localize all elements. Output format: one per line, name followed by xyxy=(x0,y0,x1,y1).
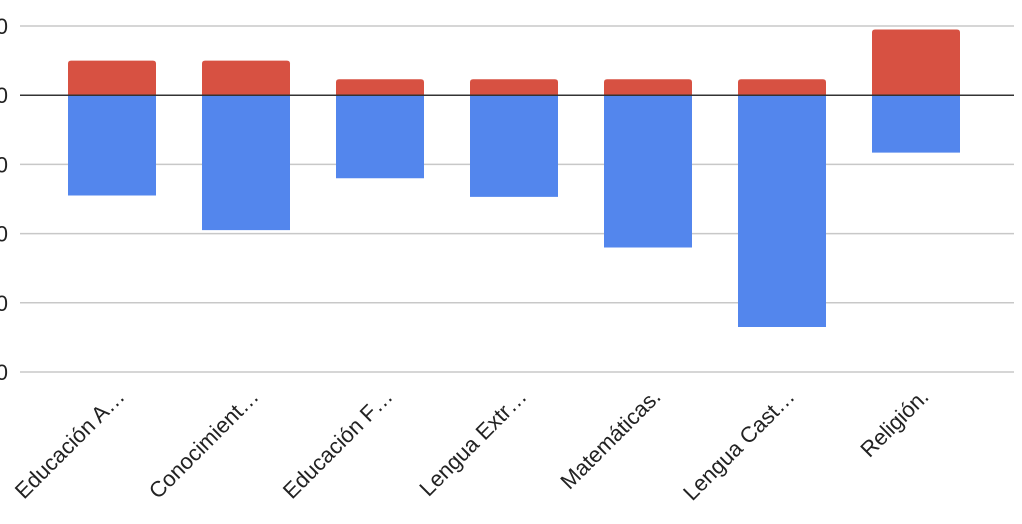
bar-negative-5 xyxy=(738,95,826,328)
bar-negative-0 xyxy=(68,95,156,196)
x-category-label: Religión. xyxy=(855,384,933,462)
x-category-label: Educación A… xyxy=(10,384,130,504)
bar-negative-2 xyxy=(336,95,424,179)
bar-positive-2 xyxy=(336,79,424,96)
x-axis-labels: Educación A… Conocimient… Educación F… Leng… xyxy=(10,384,934,505)
bar-positive-0 xyxy=(68,60,156,96)
gridlines xyxy=(20,25,1014,373)
x-category-label: Lengua Extr… xyxy=(414,384,531,501)
bar-negative-4 xyxy=(604,95,692,248)
y-tick-label: 0 xyxy=(0,360,8,385)
bars xyxy=(68,29,960,328)
x-category-label: Educación F… xyxy=(278,384,398,504)
y-tick-label: 0 xyxy=(0,152,8,177)
bar-positive-5 xyxy=(738,79,826,96)
y-tick-label: 0 xyxy=(0,222,8,247)
bar-positive-4 xyxy=(604,79,692,96)
y-tick-label: 0 xyxy=(0,83,8,108)
y-tick-label: 0 xyxy=(0,291,8,316)
bar-negative-1 xyxy=(202,95,290,231)
bar-positive-3 xyxy=(470,79,558,96)
y-tick-label: 0 xyxy=(0,14,8,39)
bar-negative-3 xyxy=(470,95,558,197)
bar-positive-1 xyxy=(202,60,290,96)
bar-positive-6 xyxy=(872,29,960,96)
x-category-label: Conocimient… xyxy=(144,384,264,504)
x-category-label: Matemáticas. xyxy=(555,384,665,494)
bar-negative-6 xyxy=(872,95,960,153)
y-axis-ticks: 0 0 0 0 0 0 xyxy=(0,14,8,385)
x-category-label: Lengua Cast… xyxy=(678,384,799,505)
